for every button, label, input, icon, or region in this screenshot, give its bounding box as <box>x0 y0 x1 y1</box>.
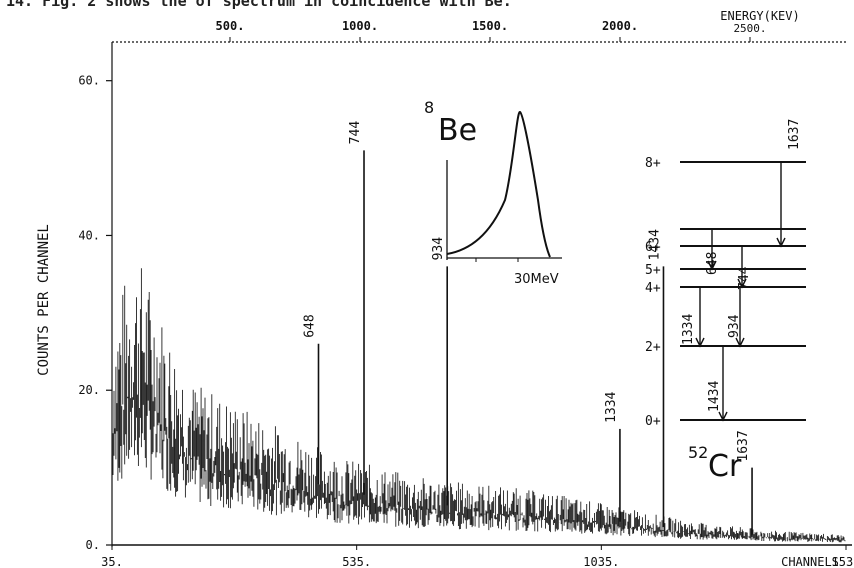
level-spin-4+: 4+ <box>645 281 661 296</box>
transition-744-head <box>737 278 747 289</box>
x-tick-label: 35. <box>101 555 123 568</box>
spectrum-trace <box>111 268 846 543</box>
level-spin-0+: 0+ <box>645 414 661 429</box>
top-tick-label: 2000. <box>602 19 638 33</box>
inset-title-mass: 8 <box>424 98 434 117</box>
transition-label-744: 744 <box>737 266 752 290</box>
histogram <box>111 268 846 543</box>
level-spin-6+: 6+ <box>645 240 661 255</box>
nucleus-element: Cr <box>708 449 742 484</box>
transition-label-648: 648 <box>705 252 720 275</box>
axes: COUNTS PER CHANNEL 0. 20. 40. 60. 35. 535. 1035… <box>36 9 854 568</box>
y-tick-label: 20. <box>78 383 100 397</box>
transition-934-head <box>735 337 745 348</box>
inset-energy-label: 30MeV <box>514 272 559 287</box>
page-header-fragment: 14. Fig. 2 shows the of spectrum in coin… <box>6 0 512 10</box>
top-tick-label: 500. <box>216 19 245 33</box>
transition-1434-head <box>718 411 728 422</box>
transition-648-head <box>707 260 717 271</box>
top-tick-label: 1000. <box>342 19 378 33</box>
y-tick-label: 0. <box>86 538 100 552</box>
peak-label-1434: 1434 <box>647 229 662 260</box>
level-spin-2+: 2+ <box>645 340 661 355</box>
y-tick-label: 60. <box>78 74 100 88</box>
transition-label-1637: 1637 <box>787 119 802 150</box>
top-tick-label: 1500. <box>472 19 508 33</box>
inset-peak-curve <box>446 110 551 258</box>
peak-label-1334: 1334 <box>604 391 619 422</box>
inset-title-element: Be <box>438 113 477 148</box>
nucleus-mass: 52 <box>688 443 708 462</box>
level-spin-5+: 5+ <box>645 263 661 278</box>
peaks: 648 744 934 1334 1434 1637 <box>302 121 753 535</box>
top-axis-label: ENERGY(KEV) <box>720 9 799 23</box>
transition-label-1334: 1334 <box>681 314 696 345</box>
x-tick-label: 535. <box>342 555 371 568</box>
peak-label-648: 648 <box>302 314 317 337</box>
y-tick-label: 40. <box>78 228 100 242</box>
peak-label-1637: 1637 <box>736 430 751 461</box>
x-axis-label: CHANNELS <box>781 555 839 568</box>
plot-frame <box>111 41 852 547</box>
transition-label-934: 934 <box>727 314 742 338</box>
transition-1334-head <box>695 337 705 348</box>
y-axis-label: COUNTS PER CHANNEL <box>36 224 52 376</box>
x-tick-label: 1035. <box>583 555 619 568</box>
peak-label-934: 934 <box>431 237 446 261</box>
level-scheme: 0+ 2+ 4+ 5+ 6+ 8+ 1637 648 744 1334 934 1434 52 Cr <box>645 119 806 484</box>
top-tick-label: 2500. <box>733 22 766 35</box>
inset-spectrum: 8Be 30MeV <box>424 98 562 287</box>
transition-label-1434: 1434 <box>707 381 722 412</box>
x-tick-label: 1535 <box>832 555 854 568</box>
transition-1637-head <box>776 237 786 248</box>
peak-label-744: 744 <box>348 121 363 145</box>
level-spin-8+: 8+ <box>645 156 661 171</box>
